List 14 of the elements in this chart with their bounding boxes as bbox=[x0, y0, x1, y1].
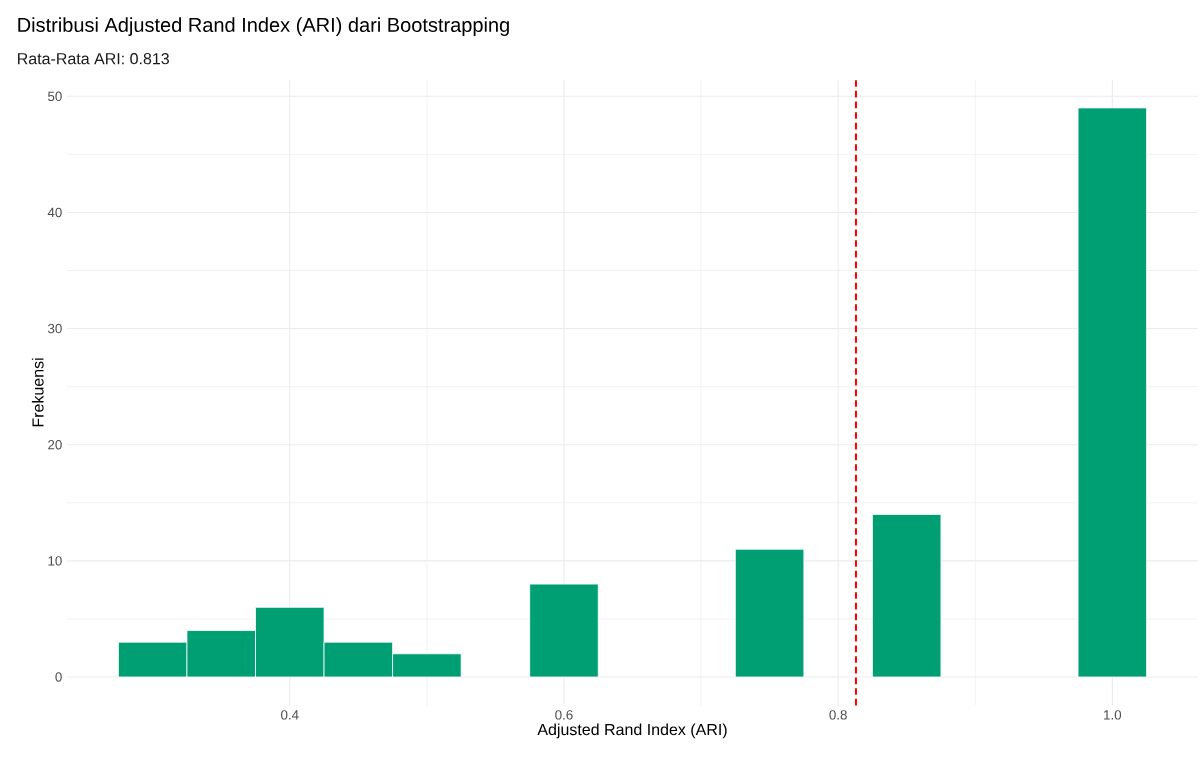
x-tick-label: 0.4 bbox=[281, 710, 299, 720]
y-tick-label: 40 bbox=[47, 207, 62, 218]
x-tick-label: 0.8 bbox=[829, 710, 847, 720]
y-tick-label: 50 bbox=[48, 91, 62, 102]
y-tick-label: 20 bbox=[48, 440, 62, 450]
x-tick-label: 0.6 bbox=[555, 710, 573, 720]
x-tick-label: 1.0 bbox=[1104, 710, 1122, 720]
y-tick-label: 10 bbox=[48, 556, 62, 566]
x-axis-title: Adjusted Rand Index (ARI) bbox=[537, 723, 727, 739]
y-tick-label: 0 bbox=[55, 672, 62, 682]
y-axis-title: Frekuensi bbox=[31, 358, 44, 427]
chart-title: Distribusi Adjusted Rand Index (ARI) dari Bootstrapping bbox=[18, 17, 509, 36]
y-tick-label: 30 bbox=[47, 323, 62, 334]
chart-subtitle: Rata-Rata ARI: 0.813 bbox=[18, 53, 169, 65]
